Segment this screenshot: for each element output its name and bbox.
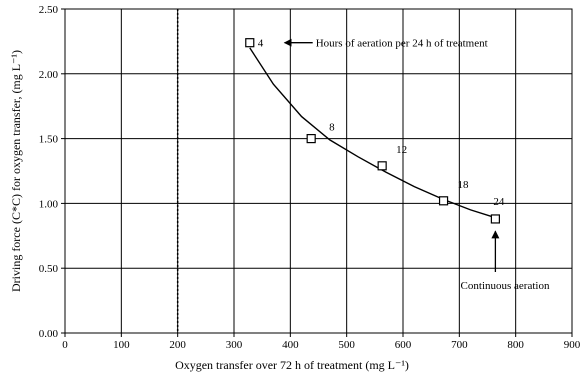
x-tick-label: 300 bbox=[226, 339, 243, 351]
data-point bbox=[490, 214, 500, 224]
data-point bbox=[306, 134, 316, 144]
data-label: 24 bbox=[493, 196, 505, 208]
x-axis-title: Oxygen transfer over 72 h of treatment (… bbox=[175, 358, 409, 372]
data-point bbox=[377, 161, 387, 171]
y-axis-title: Driving force (C*C) for oxygen transfer,… bbox=[9, 50, 23, 292]
data-label: 8 bbox=[329, 122, 335, 134]
x-tick-label: 800 bbox=[507, 339, 524, 351]
axes: 0 100 200 300 400 500 600 700 800 900 0.00 0.50 1.00… bbox=[39, 4, 581, 351]
data-label: 4 bbox=[258, 38, 264, 50]
data-label: 18 bbox=[458, 179, 470, 191]
data-point bbox=[438, 196, 449, 206]
data-point bbox=[245, 38, 255, 48]
y-tick-label: 0.00 bbox=[39, 328, 59, 340]
y-tick-label: 1.00 bbox=[39, 198, 59, 210]
annotation-text: Continuous aeration bbox=[461, 280, 550, 292]
x-tick-label: 400 bbox=[282, 339, 299, 351]
curve-line bbox=[249, 47, 496, 219]
x-tick-label: 600 bbox=[395, 339, 412, 351]
x-tick-label: 700 bbox=[451, 339, 468, 351]
annotations: Hours of aeration per 24 h of treatment C… bbox=[283, 38, 550, 292]
y-tick-label: 1.50 bbox=[39, 134, 59, 146]
x-tick-label: 200 bbox=[169, 339, 186, 351]
plot-frame bbox=[64, 8, 573, 334]
y-tick-label: 0.50 bbox=[39, 263, 59, 275]
data-points: 4 8 12 18 24 bbox=[245, 38, 505, 224]
y-tick-label: 2.50 bbox=[39, 4, 59, 16]
grid bbox=[65, 9, 572, 333]
x-tick-label: 0 bbox=[62, 339, 68, 351]
x-tick-label: 500 bbox=[338, 339, 355, 351]
annotation-text: Hours of aeration per 24 h of treatment bbox=[316, 38, 488, 50]
x-tick-label: 100 bbox=[113, 339, 130, 351]
fitted-curve bbox=[249, 47, 496, 219]
y-tick-label: 2.00 bbox=[39, 69, 59, 81]
x-tick-label: 900 bbox=[564, 339, 581, 351]
data-label: 12 bbox=[396, 144, 407, 156]
